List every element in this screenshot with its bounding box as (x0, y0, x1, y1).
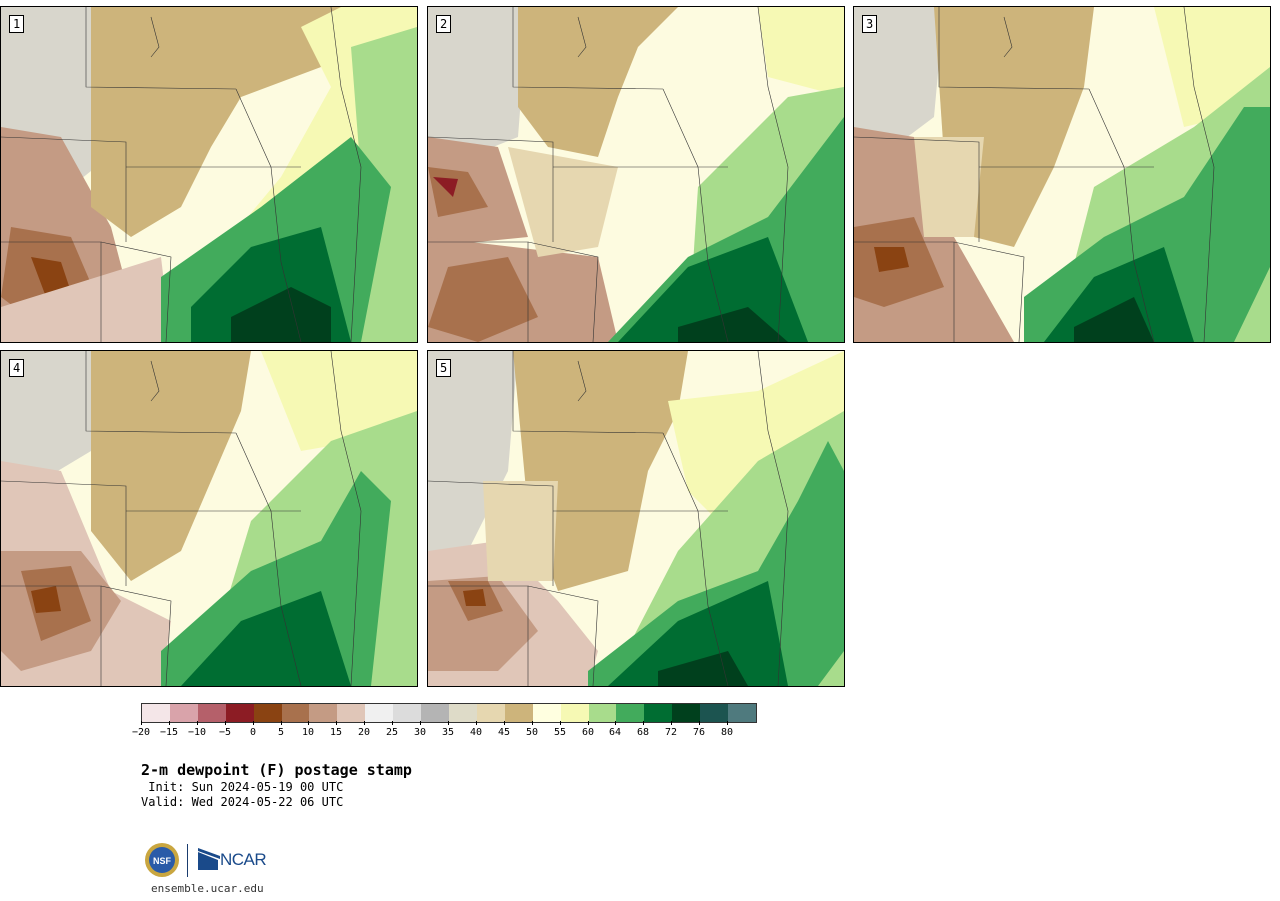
ncar-wordmark: NCAR (220, 850, 267, 869)
colorbar-tick-label: 35 (441, 727, 455, 738)
colorbar-swatch (700, 704, 729, 722)
colorbar-swatch (616, 704, 645, 722)
colorbar-tick (420, 721, 421, 725)
colorbar-swatch (253, 704, 282, 722)
colorbar-swatch (448, 704, 477, 722)
valid-time: Valid: Wed 2024-05-22 06 UTC (141, 795, 344, 809)
dewpoint-map-4 (1, 351, 417, 686)
colorbar-tick-label: 60 (581, 727, 595, 738)
dewpoint-map-1 (1, 7, 417, 342)
colorbar-swatch (476, 704, 505, 722)
colorbar-tick-label: 72 (664, 727, 678, 738)
colorbar-swatch (197, 704, 226, 722)
colorbar-tick (448, 721, 449, 725)
colorbar-swatch (504, 704, 533, 722)
colorbar-tick-label: 64 (608, 727, 622, 738)
panel-number-label: 3 (862, 15, 878, 33)
colorbar-tick-label: 80 (720, 727, 734, 738)
colorbar-tick-label: 15 (329, 727, 343, 738)
panel-number-label: 4 (9, 359, 25, 377)
colorbar-tick-label: 50 (525, 727, 539, 738)
colorbar-tick-label: 5 (277, 727, 285, 738)
colorbar-swatch (588, 704, 617, 722)
colorbar-swatch (672, 704, 701, 722)
colorbar-tick-label: 0 (249, 727, 257, 738)
map-panel-4: 4 (0, 350, 418, 687)
colorbar-tick (727, 721, 728, 725)
nsf-seal-icon: NSF (145, 843, 179, 877)
colorbar-swatch (560, 704, 589, 722)
colorbar-tick-label: 45 (497, 727, 511, 738)
colorbar-swatch (169, 704, 198, 722)
colorbar-tick (476, 721, 477, 725)
map-panel-5: 5 (427, 350, 845, 687)
map-panel-3: 3 (853, 6, 1271, 343)
colorbar-tick (281, 721, 282, 725)
colorbar-swatch (309, 704, 338, 722)
colorbar-tick (671, 721, 672, 725)
colorbar-swatch (281, 704, 310, 722)
colorbar-tick (336, 721, 337, 725)
colorbar-tick-label: 55 (553, 727, 567, 738)
colorbar-tick (253, 721, 254, 725)
site-url[interactable]: ensemble.ucar.edu (151, 882, 264, 895)
colorbar-tick (560, 721, 561, 725)
map-panel-2: 2 (427, 6, 845, 343)
chart-title: 2-m dewpoint (F) postage stamp (141, 761, 412, 779)
colorbar-swatch (337, 704, 366, 722)
colorbar-swatch (728, 704, 756, 722)
colorbar-tick-label: −5 (218, 727, 232, 738)
panel-number-label: 1 (9, 15, 25, 33)
init-time: Init: Sun 2024-05-19 00 UTC (141, 780, 344, 794)
colorbar-tick (197, 721, 198, 725)
colorbar-swatch (225, 704, 254, 722)
panel-number-label: 2 (436, 15, 452, 33)
colorbar-tick-label: 10 (301, 727, 315, 738)
panel-number-label: 5 (436, 359, 452, 377)
colorbar-swatch (393, 704, 422, 722)
dewpoint-map-3 (854, 7, 1270, 342)
logo-divider (187, 844, 188, 877)
colorbar-tick-label: 25 (385, 727, 399, 738)
colorbar-tick (169, 721, 170, 725)
colorbar-tick (588, 721, 589, 725)
colorbar-tick (308, 721, 309, 725)
ncar-logo: NSF NCAR (144, 842, 274, 882)
colorbar (141, 703, 757, 723)
colorbar-tick-label: −20 (131, 727, 151, 738)
colorbar-swatch (365, 704, 394, 722)
ncar-mark-icon (198, 848, 220, 870)
colorbar-tick-label: 68 (636, 727, 650, 738)
colorbar-swatch (532, 704, 561, 722)
colorbar-tick-label: 30 (413, 727, 427, 738)
colorbar-tick (532, 721, 533, 725)
colorbar-tick (392, 721, 393, 725)
colorbar-tick-label: 76 (692, 727, 706, 738)
colorbar-swatch (142, 704, 170, 722)
dewpoint-map-5 (428, 351, 844, 686)
colorbar-tick (364, 721, 365, 725)
colorbar-tick-label: 40 (469, 727, 483, 738)
nsf-seal-text: NSF (153, 856, 172, 866)
map-panel-1: 1 (0, 6, 418, 343)
colorbar-tick (141, 721, 142, 725)
dewpoint-map-2 (428, 7, 844, 342)
colorbar-tick-label: 20 (357, 727, 371, 738)
colorbar-swatch (421, 704, 449, 722)
colorbar-tick (504, 721, 505, 725)
colorbar-tick (699, 721, 700, 725)
colorbar-ticks: −20 −15 −10 −5 0 5 10 15 20 25 30 35 40 45 50 55 60 64 68 7… (132, 721, 757, 741)
colorbar-swatch (644, 704, 673, 722)
colorbar-tick-label: −15 (159, 727, 179, 738)
colorbar-tick (643, 721, 644, 725)
colorbar-tick (615, 721, 616, 725)
colorbar-tick (225, 721, 226, 725)
colorbar-tick-label: −10 (187, 727, 207, 738)
